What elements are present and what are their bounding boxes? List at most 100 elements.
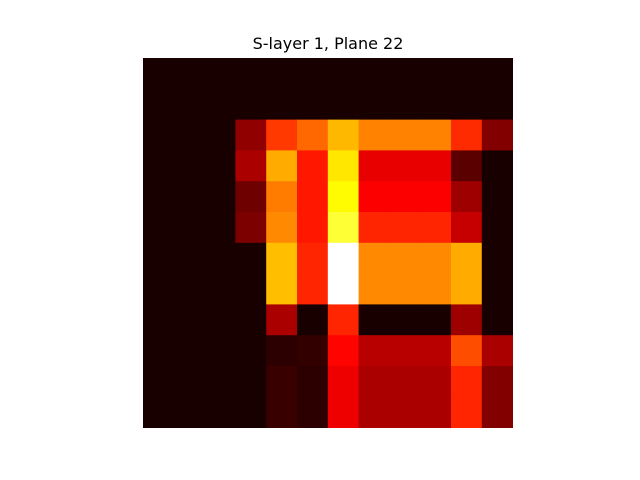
heatmap-cell-r9-c3 (235, 335, 267, 367)
heatmap-cell-r6-c2 (204, 242, 236, 274)
heatmap-cell-r7-c9 (420, 273, 452, 305)
heatmap-cell-r7-c11 (481, 273, 513, 305)
heatmap-cell-r10-c4 (266, 366, 298, 398)
heatmap-cell-r6-c5 (297, 242, 329, 274)
heatmap-cell-r9-c4 (266, 335, 298, 367)
heatmap-cell-r2-c11 (481, 119, 513, 151)
heatmap-cell-r1-c1 (173, 88, 205, 120)
heatmap-cell-r9-c9 (420, 335, 452, 367)
heatmap-cell-r4-c8 (389, 181, 421, 213)
heatmap-cell-r4-c10 (451, 181, 483, 213)
chart-title: S-layer 1, Plane 22 (253, 34, 404, 53)
heatmap-cell-r2-c1 (173, 119, 205, 151)
heatmap-cell-r3-c7 (358, 150, 390, 182)
heatmap-cell-r9-c0 (143, 335, 175, 367)
heatmap-cell-r9-c6 (327, 335, 359, 367)
heatmap-cell-r9-c8 (389, 335, 421, 367)
heatmap-cell-r3-c1 (173, 150, 205, 182)
heatmap-cell-r2-c2 (204, 119, 236, 151)
heatmap-cell-r3-c9 (420, 150, 452, 182)
heatmap-cell-r5-c3 (235, 212, 267, 244)
heatmap-cell-r4-c2 (204, 181, 236, 213)
heatmap-cell-r9-c7 (358, 335, 390, 367)
heatmap-cell-r9-c2 (204, 335, 236, 367)
heatmap-cell-r5-c10 (451, 212, 483, 244)
heatmap-cell-r10-c10 (451, 366, 483, 398)
heatmap-cell-r3-c2 (204, 150, 236, 182)
heatmap-cell-r1-c8 (389, 88, 421, 120)
heatmap-cell-r5-c1 (173, 212, 205, 244)
heatmap-cell-r1-c6 (327, 88, 359, 120)
heatmap-cell-r5-c6 (327, 212, 359, 244)
heatmap-cell-r1-c9 (420, 88, 452, 120)
heatmap-cell-r1-c4 (266, 88, 298, 120)
heatmap-cell-r7-c2 (204, 273, 236, 305)
heatmap-cell-r6-c0 (143, 242, 175, 274)
heatmap-cell-r7-c8 (389, 273, 421, 305)
heatmap-cell-r3-c11 (481, 150, 513, 182)
heatmap-cell-r7-c0 (143, 273, 175, 305)
heatmap-cell-r1-c0 (143, 88, 175, 120)
heatmap-cell-r8-c5 (297, 304, 329, 336)
heatmap-cell-r7-c10 (451, 273, 483, 305)
heatmap-cell-r2-c9 (420, 119, 452, 151)
heatmap-cell-r7-c4 (266, 273, 298, 305)
heatmap-cell-r11-c1 (173, 396, 205, 428)
heatmap-cell-r10-c11 (481, 366, 513, 398)
heatmap-cell-r3-c6 (327, 150, 359, 182)
heatmap-cell-r1-c11 (481, 88, 513, 120)
heatmap-cell-r10-c0 (143, 366, 175, 398)
heatmap-cell-r6-c1 (173, 242, 205, 274)
heatmap-cell-r0-c6 (327, 58, 359, 90)
heatmap-cell-r5-c2 (204, 212, 236, 244)
heatmap-cell-r3-c10 (451, 150, 483, 182)
heatmap-cell-r10-c7 (358, 366, 390, 398)
heatmap-cell-r0-c0 (143, 58, 175, 90)
heatmap-cell-r11-c8 (389, 396, 421, 428)
heatmap-cell-r11-c10 (451, 396, 483, 428)
heatmap-cell-r1-c3 (235, 88, 267, 120)
heatmap-cell-r8-c10 (451, 304, 483, 336)
heatmap-cell-r3-c4 (266, 150, 298, 182)
heatmap-cell-r7-c6 (327, 273, 359, 305)
heatmap-cell-r2-c6 (327, 119, 359, 151)
heatmap-cell-r8-c11 (481, 304, 513, 336)
heatmap-cell-r10-c2 (204, 366, 236, 398)
heatmap-cell-r8-c9 (420, 304, 452, 336)
heatmap-grid (143, 58, 513, 428)
heatmap-cell-r11-c9 (420, 396, 452, 428)
heatmap-cell-r6-c6 (327, 242, 359, 274)
heatmap-cell-r6-c4 (266, 242, 298, 274)
heatmap-cell-r11-c7 (358, 396, 390, 428)
heatmap-cell-r4-c11 (481, 181, 513, 213)
heatmap-cell-r0-c10 (451, 58, 483, 90)
heatmap-cell-r0-c7 (358, 58, 390, 90)
heatmap-cell-r8-c2 (204, 304, 236, 336)
heatmap-cell-r10-c9 (420, 366, 452, 398)
heatmap-cell-r8-c6 (327, 304, 359, 336)
heatmap-cell-r9-c1 (173, 335, 205, 367)
heatmap-cell-r11-c0 (143, 396, 175, 428)
heatmap-cell-r3-c0 (143, 150, 175, 182)
heatmap-cell-r10-c5 (297, 366, 329, 398)
heatmap-cell-r4-c4 (266, 181, 298, 213)
heatmap-cell-r6-c9 (420, 242, 452, 274)
heatmap-cell-r5-c4 (266, 212, 298, 244)
heatmap-cell-r10-c1 (173, 366, 205, 398)
heatmap-cell-r6-c10 (451, 242, 483, 274)
heatmap-cell-r0-c5 (297, 58, 329, 90)
heatmap-cell-r11-c11 (481, 396, 513, 428)
heatmap-cell-r8-c3 (235, 304, 267, 336)
heatmap-cell-r4-c0 (143, 181, 175, 213)
heatmap-cell-r8-c0 (143, 304, 175, 336)
heatmap-cell-r5-c8 (389, 212, 421, 244)
heatmap-cell-r0-c3 (235, 58, 267, 90)
heatmap-cell-r9-c11 (481, 335, 513, 367)
heatmap-cell-r5-c0 (143, 212, 175, 244)
heatmap-cell-r0-c9 (420, 58, 452, 90)
heatmap-cell-r0-c1 (173, 58, 205, 90)
heatmap-cell-r7-c7 (358, 273, 390, 305)
heatmap-cell-r6-c8 (389, 242, 421, 274)
heatmap-cell-r5-c9 (420, 212, 452, 244)
